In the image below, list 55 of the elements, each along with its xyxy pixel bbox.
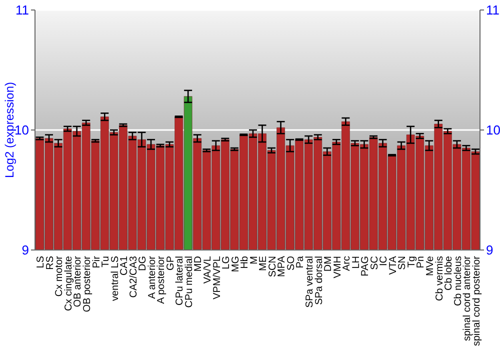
x-tick-label: VPM/VPL [212,256,223,300]
x-tick-label: M [248,256,260,264]
y2-tick-label: 11 [486,2,500,18]
x-tick-label: DG [138,256,149,271]
x-tick-label: Hb [240,256,251,269]
x-tick-label: Cb nucleus [452,256,464,306]
x-tick-label: CPu lateral [174,256,186,306]
y2-tick-label: 9 [486,242,494,258]
x-tick-label: CPu medial [184,256,195,308]
x-tick-label: SN [397,256,408,270]
x-tick-label: Pa [295,256,306,268]
x-tick-label: SPa dorsal [314,256,325,305]
y-tick-label: 10 [14,122,29,138]
x-tick-label: SPa ventral [304,256,316,308]
x-tick-label: DM [323,256,334,272]
x-tick-label: MD [193,256,204,272]
x-tick-label: VA/VL [202,256,214,284]
y-tick-label: 11 [16,2,29,18]
x-tick-label: VMH [332,256,344,278]
y-tick-label: 9 [22,242,29,258]
x-tick-label: A anterior [146,255,158,299]
x-tick-label: Tg [406,256,418,268]
x-tick-label: ME [258,256,270,271]
x-tick-label: Cb lobe [444,256,455,290]
x-tick-label: MVe [425,256,436,276]
x-tick-label: RS [44,256,56,270]
x-tick-label: Cx motor [54,255,66,297]
x-tick-label: OB anterior [72,255,84,308]
x-tick-label: GP [165,256,176,270]
x-tick-label: CA2/CA3 [128,256,140,298]
x-tick-label: Tu [100,256,112,268]
x-tick-label: spinal cord posterior [471,255,482,346]
x-tick-label: PAG [360,256,372,276]
x-tick-label: Pn [416,256,427,268]
x-tick-label: A posterior [156,255,168,304]
x-tick-label: LH [350,256,362,269]
x-tick-label: Cb vermis [434,256,446,302]
x-tick-label: Cx cingulate [63,256,74,312]
x-tick-label: LS [36,256,47,268]
x-tick-label: spinal cord anterior [462,255,474,342]
x-tick-label: LG [221,256,232,270]
x-tick-label: CA1 [119,256,130,276]
x-tick-label: Arc [342,256,353,271]
x-tick-label: IC [378,256,390,266]
x-tick-label: MPA [276,256,288,277]
x-tick-label: Pir [91,255,102,268]
x-tick-label: MG [230,256,242,272]
x-tick-label: SCN [267,256,278,278]
y-axis-title: Log2 (expression) [2,82,16,178]
x-tick-label: SO [286,256,297,270]
x-tick-label: ventral LS [110,256,121,302]
x-tick-label: OB posterior [82,255,93,312]
y2-tick-label: 10 [486,122,500,138]
x-tick-label: SC [369,256,380,270]
x-tick-label: VTA [388,256,399,275]
